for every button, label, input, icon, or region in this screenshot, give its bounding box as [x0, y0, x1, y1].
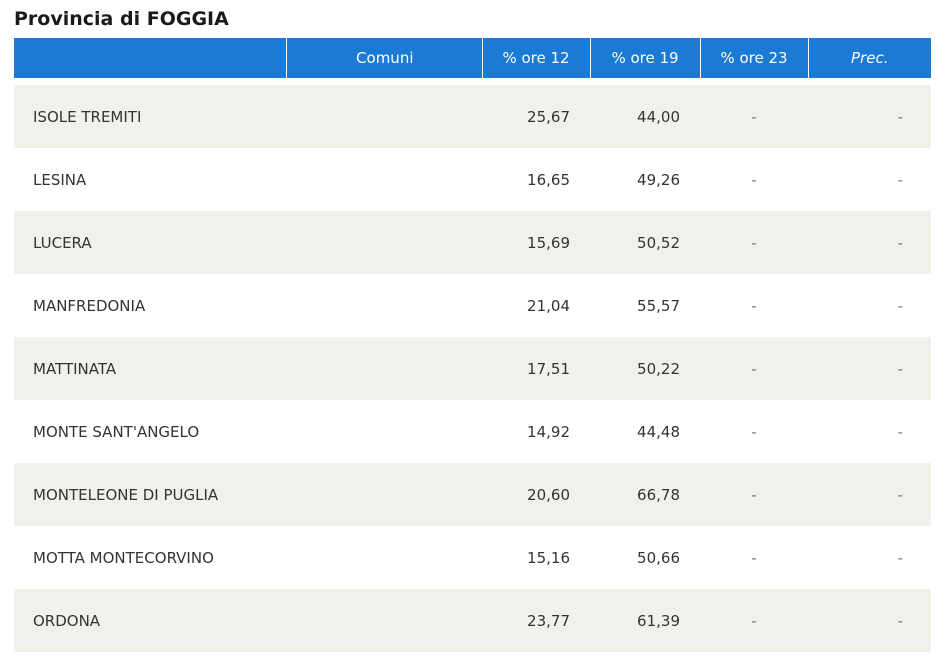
table-row: ISOLE TREMITI 25,67 44,00- - — [14, 85, 931, 148]
value-ore-23: - — [700, 211, 808, 274]
value-ore-23: - — [700, 400, 808, 463]
value-ore-12: 20,60 — [482, 463, 590, 526]
table-row: MATTINATA 17,51 50,22- - — [14, 337, 931, 400]
header-ore-19[interactable]: % ore 19 — [590, 38, 701, 78]
comune-name: MANFREDONIA — [14, 274, 286, 337]
value-ore-19: 66,78 — [590, 463, 700, 526]
value-ore-12: 21,04 — [482, 274, 590, 337]
comuni-spacer-cell — [286, 463, 482, 526]
header-prec[interactable]: Prec. — [808, 38, 931, 78]
comune-name: MATTINATA — [14, 337, 286, 400]
comune-name: ORDONA — [14, 589, 286, 652]
value-ore-12: 23,77 — [482, 589, 590, 652]
value-ore-12: 16,65 — [482, 148, 590, 211]
comuni-spacer-cell — [286, 148, 482, 211]
value-ore-12: 17,51 — [482, 337, 590, 400]
value-ore-19: 44,48 — [590, 400, 700, 463]
header-ore-12[interactable]: % ore 12 — [482, 38, 591, 78]
comune-name: ISOLE TREMITI — [14, 85, 286, 148]
header-name-column — [14, 38, 287, 78]
header-row: Comuni % ore 12 % ore 19 % ore 23 Prec. — [14, 38, 931, 78]
value-ore-19: 49,26 — [590, 148, 700, 211]
table-body: ISOLE TREMITI 25,67 44,00- - LESINA 16,65 49,2… — [14, 78, 931, 652]
header-comuni[interactable]: Comuni — [286, 38, 483, 78]
comuni-spacer-cell — [286, 400, 482, 463]
value-ore-23: - — [700, 274, 808, 337]
value-prec: - — [808, 337, 931, 400]
value-ore-23: - — [700, 463, 808, 526]
comuni-spacer-cell — [286, 589, 482, 652]
value-prec: - — [808, 148, 931, 211]
value-ore-19: 55,57 — [590, 274, 700, 337]
header-ore-23[interactable]: % ore 23 — [700, 38, 809, 78]
value-ore-23: - — [700, 85, 808, 148]
table-row: MONTELEONE DI PUGLIA 20,60 66,78- - — [14, 463, 931, 526]
value-ore-12: 15,69 — [482, 211, 590, 274]
table-row: MOTTA MONTECORVINO 15,16 50,66- - — [14, 526, 931, 589]
table-row: ORDONA 23,77 61,39- - — [14, 589, 931, 652]
table-row: MANFREDONIA 21,04 55,57- - — [14, 274, 931, 337]
value-ore-23: - — [700, 148, 808, 211]
value-ore-23: - — [700, 526, 808, 589]
comuni-spacer-cell — [286, 526, 482, 589]
comuni-spacer-cell — [286, 85, 482, 148]
value-ore-23: - — [700, 337, 808, 400]
value-ore-19: 50,22 — [590, 337, 700, 400]
comune-name: LUCERA — [14, 211, 286, 274]
value-prec: - — [808, 463, 931, 526]
table-row: LESINA 16,65 49,26- - — [14, 148, 931, 211]
value-ore-19: 61,39 — [590, 589, 700, 652]
comuni-spacer-cell — [286, 211, 482, 274]
value-ore-19: 50,66 — [590, 526, 700, 589]
value-prec: - — [808, 400, 931, 463]
comune-name: MOTTA MONTECORVINO — [14, 526, 286, 589]
value-ore-23: - — [700, 589, 808, 652]
header-spacer — [14, 78, 931, 85]
value-ore-12: 25,67 — [482, 85, 590, 148]
comuni-spacer-cell — [286, 337, 482, 400]
table-header: Comuni % ore 12 % ore 19 % ore 23 Prec. — [14, 38, 931, 78]
value-ore-12: 14,92 — [482, 400, 590, 463]
comune-name: MONTE SANT'ANGELO — [14, 400, 286, 463]
value-ore-19: 44,00 — [590, 85, 700, 148]
page-title: Provincia di FOGGIA — [14, 8, 229, 30]
turnout-table: Comuni % ore 12 % ore 19 % ore 23 Prec. … — [14, 38, 931, 652]
table-row: LUCERA 15,69 50,52- - — [14, 211, 931, 274]
value-prec: - — [808, 589, 931, 652]
value-prec: - — [808, 85, 931, 148]
value-ore-19: 50,52 — [590, 211, 700, 274]
value-ore-12: 15,16 — [482, 526, 590, 589]
value-prec: - — [808, 274, 931, 337]
comuni-spacer-cell — [286, 274, 482, 337]
table-row: MONTE SANT'ANGELO 14,92 44,48- - — [14, 400, 931, 463]
value-prec: - — [808, 526, 931, 589]
comune-name: MONTELEONE DI PUGLIA — [14, 463, 286, 526]
value-prec: - — [808, 211, 931, 274]
comune-name: LESINA — [14, 148, 286, 211]
spacer-cell — [14, 78, 931, 85]
